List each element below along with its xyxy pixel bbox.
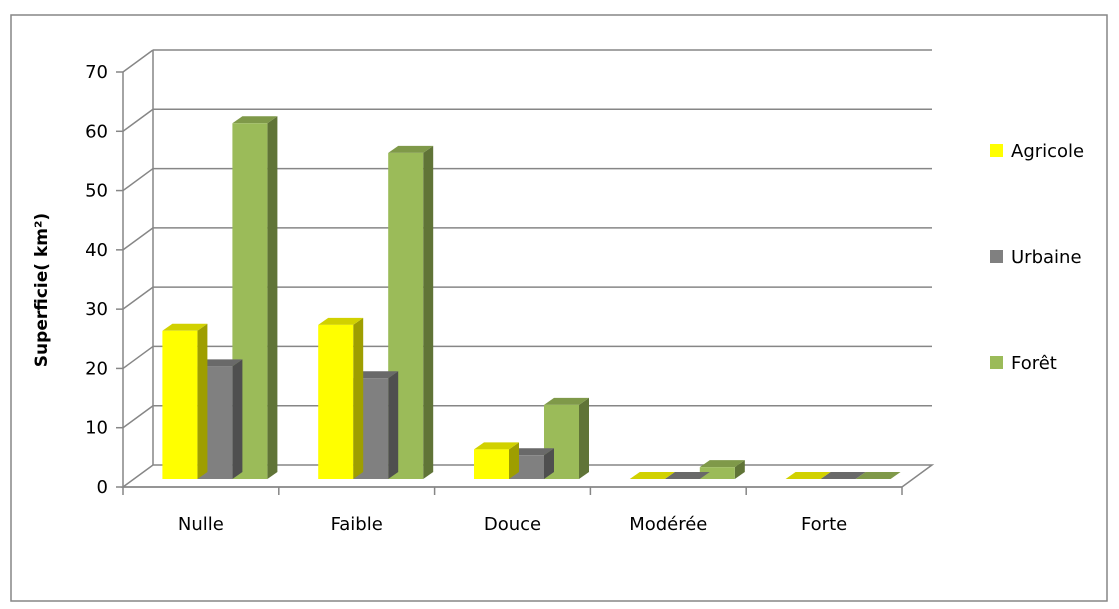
x-category-label: Forte — [801, 514, 847, 535]
y-tick-label: 60 — [85, 121, 108, 142]
gridline-diagonal — [122, 405, 154, 429]
bar — [820, 472, 866, 479]
legend-label: Forêt — [1011, 353, 1057, 374]
bar-side — [232, 359, 243, 479]
bar-top — [855, 472, 901, 479]
bar — [664, 472, 710, 479]
legend: Agricole Urbaine Forêt — [990, 141, 1084, 374]
legend-swatch — [990, 250, 1003, 263]
legend-label: Agricole — [1011, 141, 1084, 162]
bar — [162, 323, 208, 479]
bar-side — [734, 460, 745, 479]
bar-top — [785, 472, 831, 479]
bar-top — [820, 472, 866, 479]
bar-side — [267, 116, 278, 480]
y-axis: 0 10 20 30 40 50 60 70 — [85, 62, 124, 498]
bar-front — [474, 449, 509, 479]
bar-front — [318, 324, 354, 479]
gridline-diagonal — [122, 286, 154, 310]
bars — [162, 116, 901, 480]
gridline-diagonal — [122, 49, 154, 73]
bar-front — [162, 330, 198, 479]
legend-label: Urbaine — [1011, 247, 1082, 268]
bar — [474, 442, 519, 479]
bar-side — [353, 317, 364, 479]
bar — [699, 460, 745, 479]
bar-top — [232, 116, 278, 124]
y-tick-label: 0 — [97, 477, 108, 498]
x-category-label: Nulle — [178, 514, 224, 535]
legend-swatch — [990, 144, 1003, 157]
bar-top — [197, 359, 243, 367]
bar-top — [162, 323, 208, 331]
bar-top — [664, 472, 710, 479]
bar-top — [544, 397, 589, 405]
bar-top — [353, 371, 399, 379]
gridline-diagonal — [122, 227, 154, 251]
gridlines — [122, 49, 932, 429]
bar — [855, 472, 901, 479]
y-tick-label: 30 — [85, 299, 108, 320]
bar-side — [509, 442, 519, 479]
legend-swatch — [990, 356, 1003, 369]
bar-top — [318, 317, 364, 325]
y-tick-label: 10 — [85, 418, 108, 439]
x-axis: Nulle Faible Douce Modérée Forte — [122, 486, 903, 535]
bar-side — [544, 448, 554, 479]
bar-top — [388, 145, 434, 153]
y-axis-title: Superficie( km²) — [32, 213, 52, 367]
chart-border — [10, 14, 1108, 602]
bar-front — [699, 467, 735, 479]
bar-side — [388, 371, 399, 479]
gridline-diagonal — [122, 108, 154, 132]
bar-side — [423, 145, 434, 479]
x-category-label: Douce — [484, 514, 541, 535]
y-tick-label: 40 — [85, 240, 108, 261]
gridline-diagonal — [122, 167, 154, 192]
bar-top — [699, 460, 745, 468]
bar-top — [629, 472, 675, 479]
bar-top — [474, 442, 519, 450]
bar-top — [509, 448, 554, 456]
bar-side — [579, 397, 589, 479]
x-category-label: Modérée — [629, 514, 707, 535]
bar — [629, 472, 675, 479]
y-tick-label: 70 — [85, 62, 108, 83]
x-category-label: Faible — [331, 514, 383, 535]
y-tick-label: 20 — [85, 358, 108, 379]
bar — [318, 317, 364, 479]
bar — [785, 472, 831, 479]
bar-side — [197, 323, 208, 479]
y-tick-label: 50 — [85, 181, 108, 202]
gridline-diagonal — [122, 345, 154, 370]
